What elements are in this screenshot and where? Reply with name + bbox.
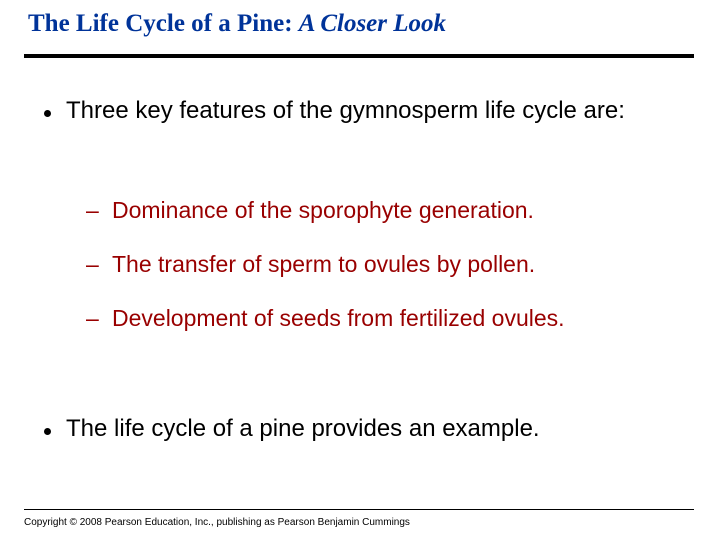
intro-text: Three key features of the gymnosperm lif… xyxy=(66,97,625,124)
feature-item-3: – Development of seeds from fertilized o… xyxy=(112,304,672,333)
slide-title: The Life Cycle of a Pine: A Closer Look xyxy=(28,10,446,38)
dash-icon: – xyxy=(86,304,99,333)
feature-text-1: Dominance of the sporophyte generation. xyxy=(112,197,534,223)
slide: The Life Cycle of a Pine: A Closer Look … xyxy=(0,0,720,540)
dash-icon: – xyxy=(86,250,99,279)
example-text: The life cycle of a pine provides an exa… xyxy=(66,415,540,442)
example-bullet: The life cycle of a pine provides an exa… xyxy=(66,414,686,444)
copyright-text: Copyright © 2008 Pearson Education, Inc.… xyxy=(24,517,410,528)
title-underline xyxy=(24,54,694,58)
feature-item-2: – The transfer of sperm to ovules by pol… xyxy=(112,250,672,279)
intro-bullet: Three key features of the gymnosperm lif… xyxy=(66,96,666,126)
dash-icon: – xyxy=(86,196,99,225)
bullet-dot-icon xyxy=(44,428,51,435)
footer-rule xyxy=(24,509,694,510)
feature-text-3: Development of seeds from fertilized ovu… xyxy=(112,305,565,331)
title-sub: A Closer Look xyxy=(299,10,446,37)
feature-item-1: – Dominance of the sporophyte generation… xyxy=(112,196,672,225)
title-main: The Life Cycle of a Pine: xyxy=(28,10,299,37)
bullet-dot-icon xyxy=(44,110,51,117)
feature-text-2: The transfer of sperm to ovules by polle… xyxy=(112,251,535,277)
